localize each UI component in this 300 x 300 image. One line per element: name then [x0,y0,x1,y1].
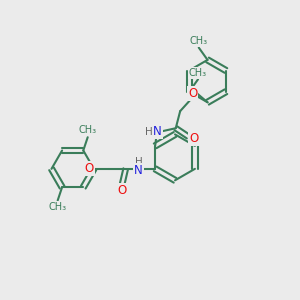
Text: N: N [134,164,143,177]
Text: CH₃: CH₃ [190,36,208,46]
Text: CH₃: CH₃ [189,68,207,78]
Text: H: H [135,158,142,167]
Text: O: O [189,132,199,145]
Text: O: O [85,162,94,175]
Text: CH₃: CH₃ [49,202,67,212]
Text: N: N [153,125,162,138]
Text: H: H [146,127,153,137]
Text: CH₃: CH₃ [79,125,97,136]
Text: O: O [188,87,197,100]
Text: O: O [118,184,127,197]
